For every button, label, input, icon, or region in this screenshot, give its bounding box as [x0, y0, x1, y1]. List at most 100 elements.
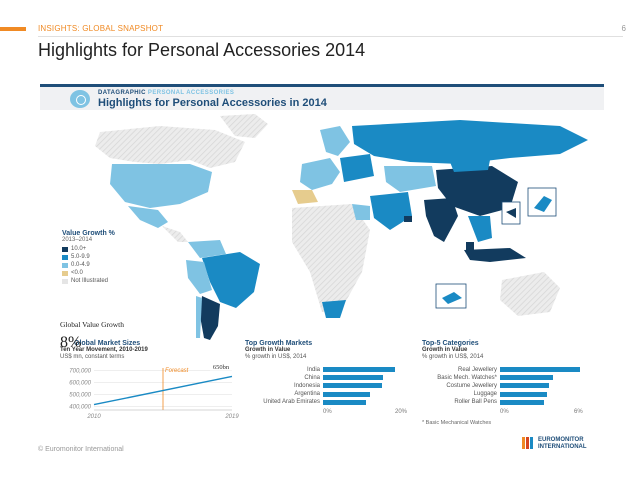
- map-egypt: [352, 204, 370, 220]
- legend-swatch: [62, 254, 68, 260]
- market-sizes-title: Global Market Sizes: [74, 340, 141, 347]
- bar: [500, 375, 554, 381]
- header-divider: [38, 36, 623, 37]
- market-sizes-x-tick: 2010: [86, 414, 101, 420]
- top-categories-subtitle2: % growth in US$, 2014: [422, 354, 484, 360]
- top-growth-panel: Top Growth Markets Growth in Value % gro…: [245, 340, 415, 415]
- bar: [323, 383, 382, 389]
- bar-category-label: Costume Jewellery: [446, 382, 497, 389]
- market-sizes-y-tick: 700,000: [69, 368, 91, 374]
- legend-swatch: [62, 262, 68, 268]
- top-growth-title: Top Growth Markets: [245, 340, 313, 347]
- bar-row: United Arab Emirates: [245, 399, 366, 406]
- section-label: INSIGHTS: GLOBAL SNAPSHOT: [38, 24, 164, 33]
- map-greenland: [220, 114, 268, 138]
- map-eastern-europe: [340, 154, 374, 182]
- bar-row: China: [245, 374, 384, 381]
- euromonitor-logo-text: EUROMONITOR INTERNATIONAL: [538, 437, 587, 450]
- market-sizes-y-tick: 500,000: [69, 392, 91, 398]
- map-peru-bolivia: [186, 260, 212, 294]
- map-south-africa: [322, 300, 346, 318]
- datagraphic-logo-icon: [70, 90, 90, 108]
- map-argentina: [200, 296, 220, 340]
- bar-row: Indonesia: [245, 382, 382, 389]
- global-value-growth-label: Global Value Growth: [60, 320, 125, 329]
- legend-item: <0.0: [62, 269, 115, 277]
- map-uae: [404, 216, 412, 222]
- bar: [500, 367, 580, 372]
- map-chile: [196, 296, 202, 338]
- map-indonesia: [464, 248, 526, 262]
- bar-axis-tick: 0%: [323, 409, 332, 415]
- map-southern-europe: [292, 190, 318, 204]
- bar-category-label: Indonesia: [293, 382, 320, 389]
- bar-category-label: China: [304, 374, 320, 381]
- bar: [323, 391, 370, 397]
- bar-row: Costume Jewellery: [422, 382, 550, 389]
- end-label-bg: [210, 364, 232, 371]
- legend-item: 10.0+: [62, 245, 115, 253]
- bar: [500, 399, 544, 405]
- infographic-banner: DATAGRAPHIC PERSONAL ACCESSORIES Highlig…: [40, 84, 604, 110]
- legend-item: Not Illustrated: [62, 277, 115, 285]
- bar-category-label: Real Jewellery: [457, 366, 497, 373]
- map-china: [436, 166, 518, 216]
- legend-item: 0.0-4.9: [62, 261, 115, 269]
- banner-kicker: DATAGRAPHIC PERSONAL ACCESSORIES: [98, 90, 235, 96]
- map-australia: [500, 272, 560, 316]
- market-sizes-panel: Global Market Sizes Ten Year Movement, 2…: [60, 340, 240, 420]
- top-growth-subtitle: Growth in Value: [245, 347, 291, 353]
- map-southeast-asia: [468, 216, 492, 242]
- map-central-america: [162, 226, 188, 242]
- forecast-label: Forecast: [165, 368, 189, 374]
- bar-category-label: Basic Mech. Watches*: [437, 374, 497, 381]
- map-russia: [352, 120, 588, 164]
- map-india: [424, 198, 458, 242]
- bar-category-label: United Arab Emirates: [263, 399, 320, 406]
- legend-swatch: [62, 278, 68, 284]
- legend-swatch: [62, 270, 68, 276]
- map-middle-east: [370, 192, 412, 230]
- legend-subtitle: 2013–2014: [62, 237, 93, 243]
- bar: [323, 367, 396, 372]
- top-growth-subtitle2: % growth in US$, 2014: [245, 354, 307, 360]
- bar: [500, 391, 547, 397]
- bar-category-label: Roller Ball Pens: [454, 399, 497, 406]
- map-western-europe: [300, 158, 340, 190]
- map-mexico: [128, 206, 168, 228]
- map-usa: [110, 164, 212, 208]
- accent-bar: [0, 27, 26, 31]
- map-legend: Value Growth % 2013–2014 10.0+ 5.0-9.9 0…: [62, 230, 115, 285]
- bar: [500, 383, 550, 389]
- bar-row: Basic Mech. Watches*: [422, 374, 554, 381]
- map-africa: [292, 204, 370, 312]
- categories-footnote: * Basic Mechanical Watches: [422, 420, 492, 426]
- bar-row: Roller Ball Pens: [422, 399, 544, 406]
- map-canada: [95, 126, 245, 168]
- bar-category-label: Argentina: [294, 391, 320, 398]
- market-sizes-subtitle: Ten Year Movement, 2010-2019: [60, 347, 148, 353]
- market-sizes-y-tick: 600,000: [69, 380, 91, 386]
- bar-axis-tick: 6%: [574, 409, 583, 415]
- bar-category-label: Luggage: [473, 391, 497, 398]
- bar-axis-tick: 0%: [500, 409, 509, 415]
- slide-title: Highlights for Personal Accessories 2014: [38, 40, 366, 60]
- market-size-series-line: [93, 375, 233, 406]
- bar-row: India: [245, 366, 396, 373]
- market-sizes-y-tick: 400,000: [69, 404, 91, 410]
- banner-title: Highlights for Personal Accessories in 2…: [98, 97, 327, 109]
- map-scandinavia: [320, 126, 350, 156]
- world-map: [95, 114, 588, 340]
- bar-row: Argentina: [245, 391, 370, 398]
- page-number: 6: [621, 24, 626, 33]
- market-sizes-unit: US$ mn, constant terms: [60, 354, 125, 360]
- legend-swatch: [62, 246, 68, 252]
- market-sizes-chart: 700,000 600,000 500,000 400,000 Forecast 650…: [69, 364, 239, 420]
- top-categories-panel: Top-5 Categories Growth in Value % growt…: [422, 340, 602, 415]
- map-central-asia: [384, 166, 436, 192]
- market-sizes-x-tick: 2019: [224, 414, 239, 420]
- map-brazil: [202, 252, 260, 308]
- bar: [323, 399, 366, 405]
- map-colombia-venezuela: [188, 240, 226, 258]
